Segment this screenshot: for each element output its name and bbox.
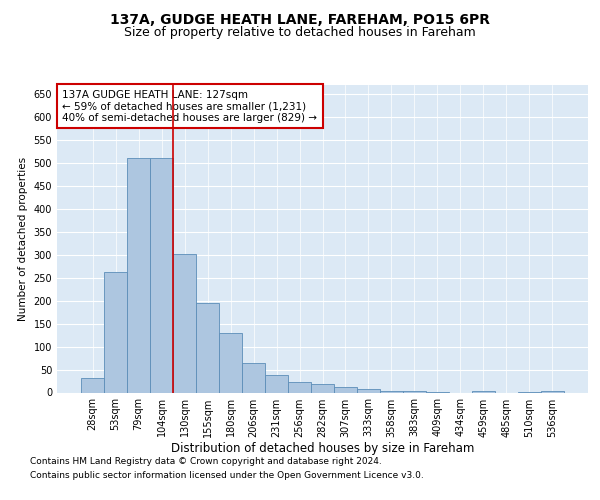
Bar	[380, 390, 403, 392]
Bar	[242, 362, 265, 392]
Bar	[403, 391, 426, 392]
Bar	[311, 384, 334, 392]
Bar	[127, 158, 150, 392]
Text: Contains public sector information licensed under the Open Government Licence v3: Contains public sector information licen…	[30, 471, 424, 480]
Bar	[265, 375, 288, 392]
X-axis label: Distribution of detached houses by size in Fareham: Distribution of detached houses by size …	[171, 442, 474, 456]
Bar	[357, 390, 380, 392]
Bar	[173, 254, 196, 392]
Bar	[81, 378, 104, 392]
Bar	[288, 382, 311, 392]
Bar	[196, 303, 219, 392]
Bar	[219, 333, 242, 392]
Bar	[150, 158, 173, 392]
Text: Contains HM Land Registry data © Crown copyright and database right 2024.: Contains HM Land Registry data © Crown c…	[30, 458, 382, 466]
Bar	[334, 388, 357, 392]
Bar	[541, 391, 564, 392]
Text: Size of property relative to detached houses in Fareham: Size of property relative to detached ho…	[124, 26, 476, 39]
Text: 137A GUDGE HEATH LANE: 127sqm
← 59% of detached houses are smaller (1,231)
40% o: 137A GUDGE HEATH LANE: 127sqm ← 59% of d…	[62, 90, 317, 123]
Bar	[472, 390, 495, 392]
Text: 137A, GUDGE HEATH LANE, FAREHAM, PO15 6PR: 137A, GUDGE HEATH LANE, FAREHAM, PO15 6P…	[110, 12, 490, 26]
Y-axis label: Number of detached properties: Number of detached properties	[18, 156, 28, 321]
Bar	[104, 272, 127, 392]
